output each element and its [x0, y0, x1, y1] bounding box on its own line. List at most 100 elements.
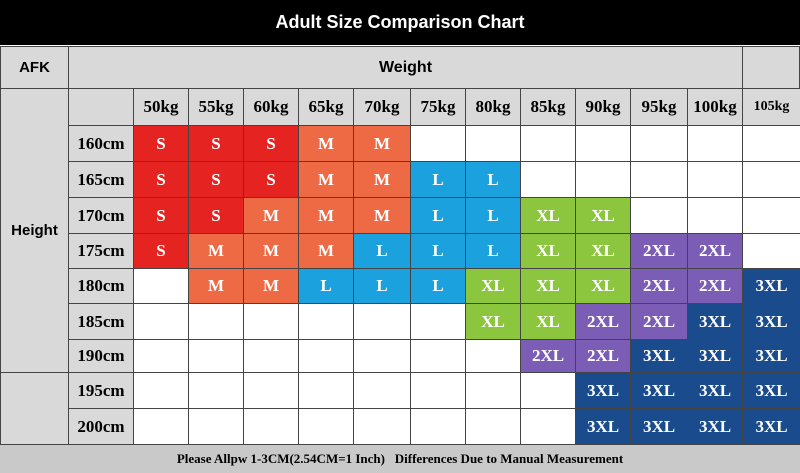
size-cell: XL	[520, 197, 576, 234]
size-cell: 2XL	[630, 303, 688, 340]
size-cell: S	[133, 197, 189, 234]
size-cell: S	[243, 125, 299, 162]
empty-cell	[133, 339, 189, 373]
size-cell: 3XL	[742, 372, 800, 409]
footer-note: Please Allpw 1-3CM(2.54CM=1 Inch) Differ…	[0, 445, 800, 473]
empty-cell	[465, 372, 521, 409]
corner-label: AFK	[0, 46, 69, 89]
size-cell: L	[298, 268, 354, 304]
size-cell: M	[298, 197, 354, 234]
size-cell: L	[410, 268, 466, 304]
empty-cell	[243, 372, 299, 409]
size-cell: 3XL	[630, 372, 688, 409]
weight-label: 100kg	[687, 88, 743, 126]
empty-cell	[353, 408, 411, 445]
size-cell: XL	[575, 233, 631, 269]
size-cell: 2XL	[687, 233, 743, 269]
empty-cell	[188, 408, 244, 445]
size-cell: M	[353, 161, 411, 198]
size-cell: M	[243, 197, 299, 234]
size-cell: L	[465, 197, 521, 234]
size-cell: XL	[465, 268, 521, 304]
empty-cell	[353, 303, 411, 340]
empty-cell	[243, 303, 299, 340]
size-cell: M	[243, 268, 299, 304]
size-cell: 3XL	[687, 339, 743, 373]
weight-label: 50kg	[133, 88, 189, 126]
size-cell: XL	[575, 197, 631, 234]
height-label: 185cm	[68, 303, 134, 340]
empty-cell	[465, 339, 521, 373]
size-cell: XL	[575, 268, 631, 304]
size-cell: XL	[520, 233, 576, 269]
size-cell: 3XL	[687, 372, 743, 409]
size-cell: M	[243, 233, 299, 269]
size-cell: 3XL	[575, 372, 631, 409]
empty-cell	[410, 303, 466, 340]
size-cell: L	[465, 233, 521, 269]
weight-label: 90kg	[575, 88, 631, 126]
size-cell: 3XL	[742, 339, 800, 373]
size-cell: M	[188, 268, 244, 304]
empty-cell	[575, 161, 631, 198]
size-cell: L	[353, 233, 411, 269]
weight-label: 65kg	[298, 88, 354, 126]
empty-cell	[742, 233, 800, 269]
chart-title: Adult Size Comparison Chart	[0, 0, 800, 45]
empty-cell	[133, 372, 189, 409]
empty-cell	[188, 303, 244, 340]
weight-label: 95kg	[630, 88, 688, 126]
empty-cell	[520, 372, 576, 409]
weight-label: 55kg	[188, 88, 244, 126]
size-cell: 3XL	[742, 268, 800, 304]
empty-cell	[410, 372, 466, 409]
size-cell: L	[410, 233, 466, 269]
size-cell: 2XL	[520, 339, 576, 373]
empty-cell	[687, 125, 743, 162]
size-cell: L	[465, 161, 521, 198]
empty-cell	[298, 372, 354, 409]
weight-label: 85kg	[520, 88, 576, 126]
empty-cell	[188, 339, 244, 373]
size-cell: 2XL	[630, 233, 688, 269]
height-label: 175cm	[68, 233, 134, 269]
empty-cell	[410, 408, 466, 445]
height-blank	[0, 372, 69, 445]
weight-header: Weight	[68, 46, 743, 89]
size-cell: S	[188, 161, 244, 198]
size-cell: XL	[465, 303, 521, 340]
size-cell: M	[298, 233, 354, 269]
empty-cell	[298, 408, 354, 445]
size-cell: 3XL	[687, 303, 743, 340]
empty-cell	[133, 268, 189, 304]
empty-cell	[243, 408, 299, 445]
empty-cell	[520, 125, 576, 162]
height-label: 165cm	[68, 161, 134, 198]
empty-cell	[742, 125, 800, 162]
size-cell: 3XL	[742, 303, 800, 340]
size-cell: L	[410, 161, 466, 198]
empty-cell	[188, 372, 244, 409]
size-cell: S	[188, 197, 244, 234]
weight-label: 105kg	[742, 88, 800, 126]
empty-cell	[742, 197, 800, 234]
height-header: Height	[0, 88, 69, 373]
height-label: 195cm	[68, 372, 134, 409]
empty-cell	[298, 303, 354, 340]
empty-cell	[575, 125, 631, 162]
empty-cell	[687, 161, 743, 198]
empty-cell	[630, 197, 688, 234]
size-cell: 2XL	[630, 268, 688, 304]
empty-cell	[298, 339, 354, 373]
size-cell: 3XL	[742, 408, 800, 445]
size-cell: M	[298, 161, 354, 198]
size-cell: 2XL	[575, 303, 631, 340]
weight-label: 80kg	[465, 88, 521, 126]
header-blank	[742, 46, 800, 89]
empty-cell	[520, 408, 576, 445]
empty-cell	[465, 408, 521, 445]
header-blank	[68, 88, 134, 126]
size-cell: M	[298, 125, 354, 162]
size-cell: 3XL	[630, 408, 688, 445]
